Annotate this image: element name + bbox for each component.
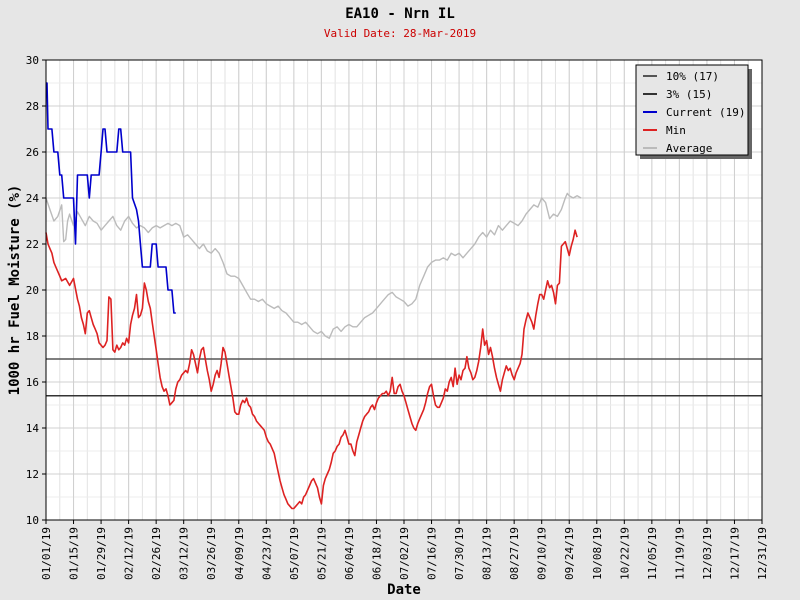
- x-tick-label: 06/04/19: [343, 527, 356, 580]
- x-tick-label: 06/18/19: [370, 527, 383, 580]
- x-tick-label: 05/07/19: [288, 527, 301, 580]
- y-tick-label: 16: [26, 376, 39, 389]
- x-tick-label: 11/05/19: [646, 527, 659, 580]
- x-tick-label: 04/23/19: [260, 527, 273, 580]
- y-tick-label: 12: [26, 468, 39, 481]
- x-tick-label: 08/13/19: [481, 527, 494, 580]
- chart-subtitle: Valid Date: 28-Mar-2019: [324, 27, 476, 40]
- x-tick-label: 03/12/19: [178, 527, 191, 580]
- legend: 10% (17) 3% (15) Current (19) Min Average: [635, 64, 752, 159]
- y-tick-label: 14: [26, 422, 40, 435]
- legend-box: [635, 64, 749, 156]
- series-line: [45, 192, 582, 339]
- y-tick-label: 28: [26, 100, 39, 113]
- x-tick-label: 02/26/19: [150, 527, 163, 580]
- y-axis-ticks: 10 12 14 16 18 20 22 24 26 28 30: [26, 54, 46, 527]
- x-tick-label: 11/19/19: [673, 527, 686, 580]
- y-tick-label: 10: [26, 514, 39, 527]
- y-tick-label: 18: [26, 330, 39, 343]
- series-line: [46, 82, 176, 314]
- x-tick-label: 09/24/19: [563, 527, 576, 580]
- x-tick-label: 03/26/19: [205, 527, 218, 580]
- x-tick-label: 01/29/19: [95, 527, 108, 580]
- x-tick-label: 01/15/19: [68, 527, 81, 580]
- x-tick-label: 12/03/19: [701, 527, 714, 580]
- legend-items: 10% (17) 3% (15) Current (19) Min Average: [643, 70, 745, 155]
- x-axis-ticks: 01/01/19 01/15/19 01/29/19 02/12/19 02/26/19…: [40, 520, 769, 580]
- x-tick-label: 07/30/19: [453, 527, 466, 580]
- x-tick-label: 10/08/19: [591, 527, 604, 580]
- x-tick-label: 09/10/19: [536, 527, 549, 580]
- legend-label: 3% (15): [666, 88, 712, 101]
- x-tick-label: 12/17/19: [728, 527, 741, 580]
- x-tick-label: 10/22/19: [618, 527, 631, 580]
- x-tick-label: 02/12/19: [123, 527, 136, 580]
- y-tick-label: 24: [26, 192, 40, 205]
- x-tick-label: 07/02/19: [398, 527, 411, 580]
- y-axis-label: 1000 hr Fuel Moisture (%): [7, 185, 23, 396]
- legend-label: Min: [666, 124, 686, 137]
- legend-label: Average: [666, 142, 712, 155]
- legend-label: 10% (17): [666, 70, 719, 83]
- series-line: [45, 229, 578, 510]
- series-lines: [45, 82, 582, 510]
- x-tick-label: 08/27/19: [508, 527, 521, 580]
- y-tick-label: 26: [26, 146, 39, 159]
- legend-label: Current (19): [666, 106, 745, 119]
- x-tick-label: 01/01/19: [40, 527, 53, 580]
- chart-title: EA10 - Nrn IL: [345, 6, 455, 22]
- x-tick-label: 05/21/19: [315, 527, 328, 580]
- y-tick-label: 22: [26, 238, 39, 251]
- y-tick-label: 30: [26, 54, 39, 67]
- x-tick-label: 07/16/19: [426, 527, 439, 580]
- x-axis-label: Date: [387, 582, 421, 598]
- y-tick-label: 20: [26, 284, 39, 297]
- x-tick-label: 12/31/19: [756, 527, 769, 580]
- x-tick-label: 04/09/19: [233, 527, 246, 580]
